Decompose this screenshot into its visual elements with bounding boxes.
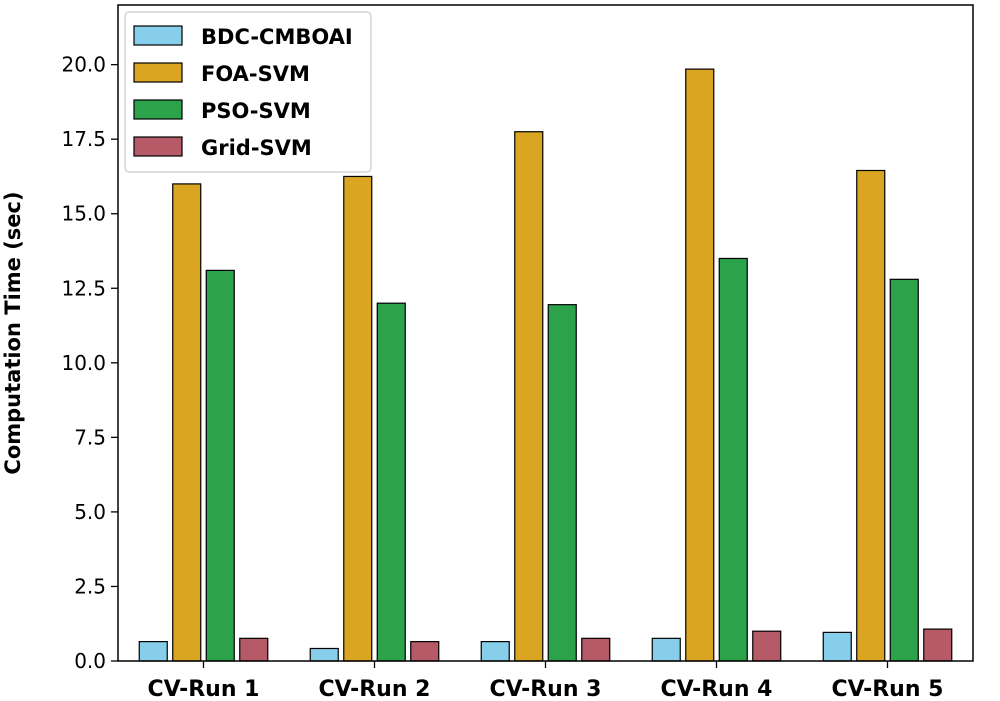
legend: BDC-CMBOAI FOA-SVM PSO-SVM Grid-SVM [124, 11, 372, 173]
bar-pso-svm-5 [889, 278, 919, 662]
y-tick-label: 10.0 [61, 351, 106, 375]
bar-grid-svm-5 [923, 628, 953, 662]
bar-grid-svm-4 [752, 630, 782, 662]
bar-grid-svm-2 [410, 641, 440, 662]
bar-bdc-cmboai-1 [138, 641, 168, 662]
bar-foa-svm-4 [685, 68, 715, 662]
legend-swatch-grid-svm [133, 136, 183, 157]
x-tick-label: CV-Run 1 [148, 677, 260, 701]
bar-foa-svm-2 [343, 175, 373, 662]
y-tick-label: 12.5 [61, 276, 106, 300]
legend-swatch-pso-svm [133, 99, 183, 120]
legend-label-pso-svm: PSO-SVM [201, 99, 311, 123]
bar-foa-svm-1 [172, 183, 202, 662]
y-tick-label: 0.0 [74, 649, 106, 673]
y-axis: 0.0 2.5 5.0 7.5 10.0 12.5 15.0 17.5 20.0 [61, 53, 118, 673]
y-tick-label: 15.0 [61, 202, 106, 226]
y-tick-label: 5.0 [74, 500, 106, 524]
x-tick-label: CV-Run 5 [832, 677, 944, 701]
bar-grid-svm-3 [581, 637, 611, 662]
bar-foa-svm-3 [514, 131, 544, 662]
bar-pso-svm-1 [205, 269, 235, 662]
bar-pso-svm-4 [718, 257, 748, 662]
legend-swatch-bdc-cmboai [133, 25, 183, 46]
legend-label-bdc-cmboai: BDC-CMBOAI [201, 25, 353, 49]
x-tick-label: CV-Run 3 [490, 677, 602, 701]
x-tick-label: CV-Run 2 [319, 677, 431, 701]
y-tick-label: 2.5 [74, 574, 106, 598]
y-tick-label: 7.5 [74, 425, 106, 449]
bars-layer [138, 68, 953, 662]
y-tick-label: 17.5 [61, 127, 106, 151]
bar-bdc-cmboai-2 [309, 647, 339, 662]
legend-label-grid-svm: Grid-SVM [201, 136, 312, 160]
legend-box [124, 11, 372, 173]
bar-bdc-cmboai-5 [822, 631, 852, 662]
x-axis: CV-Run 1 CV-Run 2 CV-Run 3 CV-Run 4 CV-Run 5 [148, 661, 944, 701]
x-tick-label: CV-Run 4 [661, 677, 773, 701]
bar-foa-svm-5 [856, 169, 886, 662]
legend-label-foa-svm: FOA-SVM [201, 62, 310, 86]
y-axis-title: Computation Time (sec) [1, 191, 25, 474]
bar-pso-svm-2 [376, 302, 406, 662]
bar-pso-svm-3 [547, 304, 577, 662]
bar-bdc-cmboai-4 [651, 637, 681, 662]
bar-grid-svm-1 [239, 637, 269, 662]
y-tick-label: 20.0 [61, 53, 106, 77]
legend-swatch-foa-svm [133, 62, 183, 83]
bar-bdc-cmboai-3 [480, 641, 510, 662]
